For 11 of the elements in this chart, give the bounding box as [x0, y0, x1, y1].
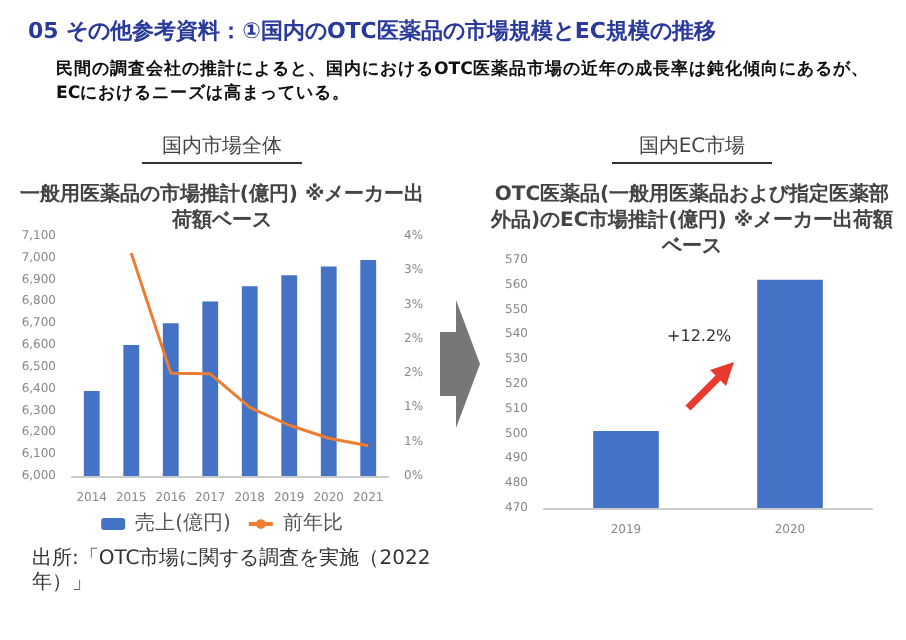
text: 民間の調査会社の推計によると、国内におけるOTC医薬品市場の近年の成長率は鈍化傾向にあるが、 — [56, 58, 871, 82]
annotation: +12.2% — [667, 327, 733, 345]
text: ECにおけるニーズは高まっている。 — [56, 82, 353, 106]
chart-subtitle: 国内市場全体 — [142, 132, 302, 164]
text: 出所:「OTC市場に関する調査を実施（2022年）」 — [32, 548, 432, 596]
line-series — [129, 251, 370, 448]
chart-title: 一般用医薬品の市場推計(億円) ※メーカー出荷額ベース — [19, 182, 425, 232]
chart-subtitle: 国内EC市場 — [612, 132, 772, 164]
legend-label: 前年比 — [282, 511, 343, 535]
text: 05 その他参考資料：①国内のOTC医薬品の市場規模とEC規模の推移 — [28, 16, 718, 46]
legend-label: 売上(億円) — [135, 511, 231, 535]
